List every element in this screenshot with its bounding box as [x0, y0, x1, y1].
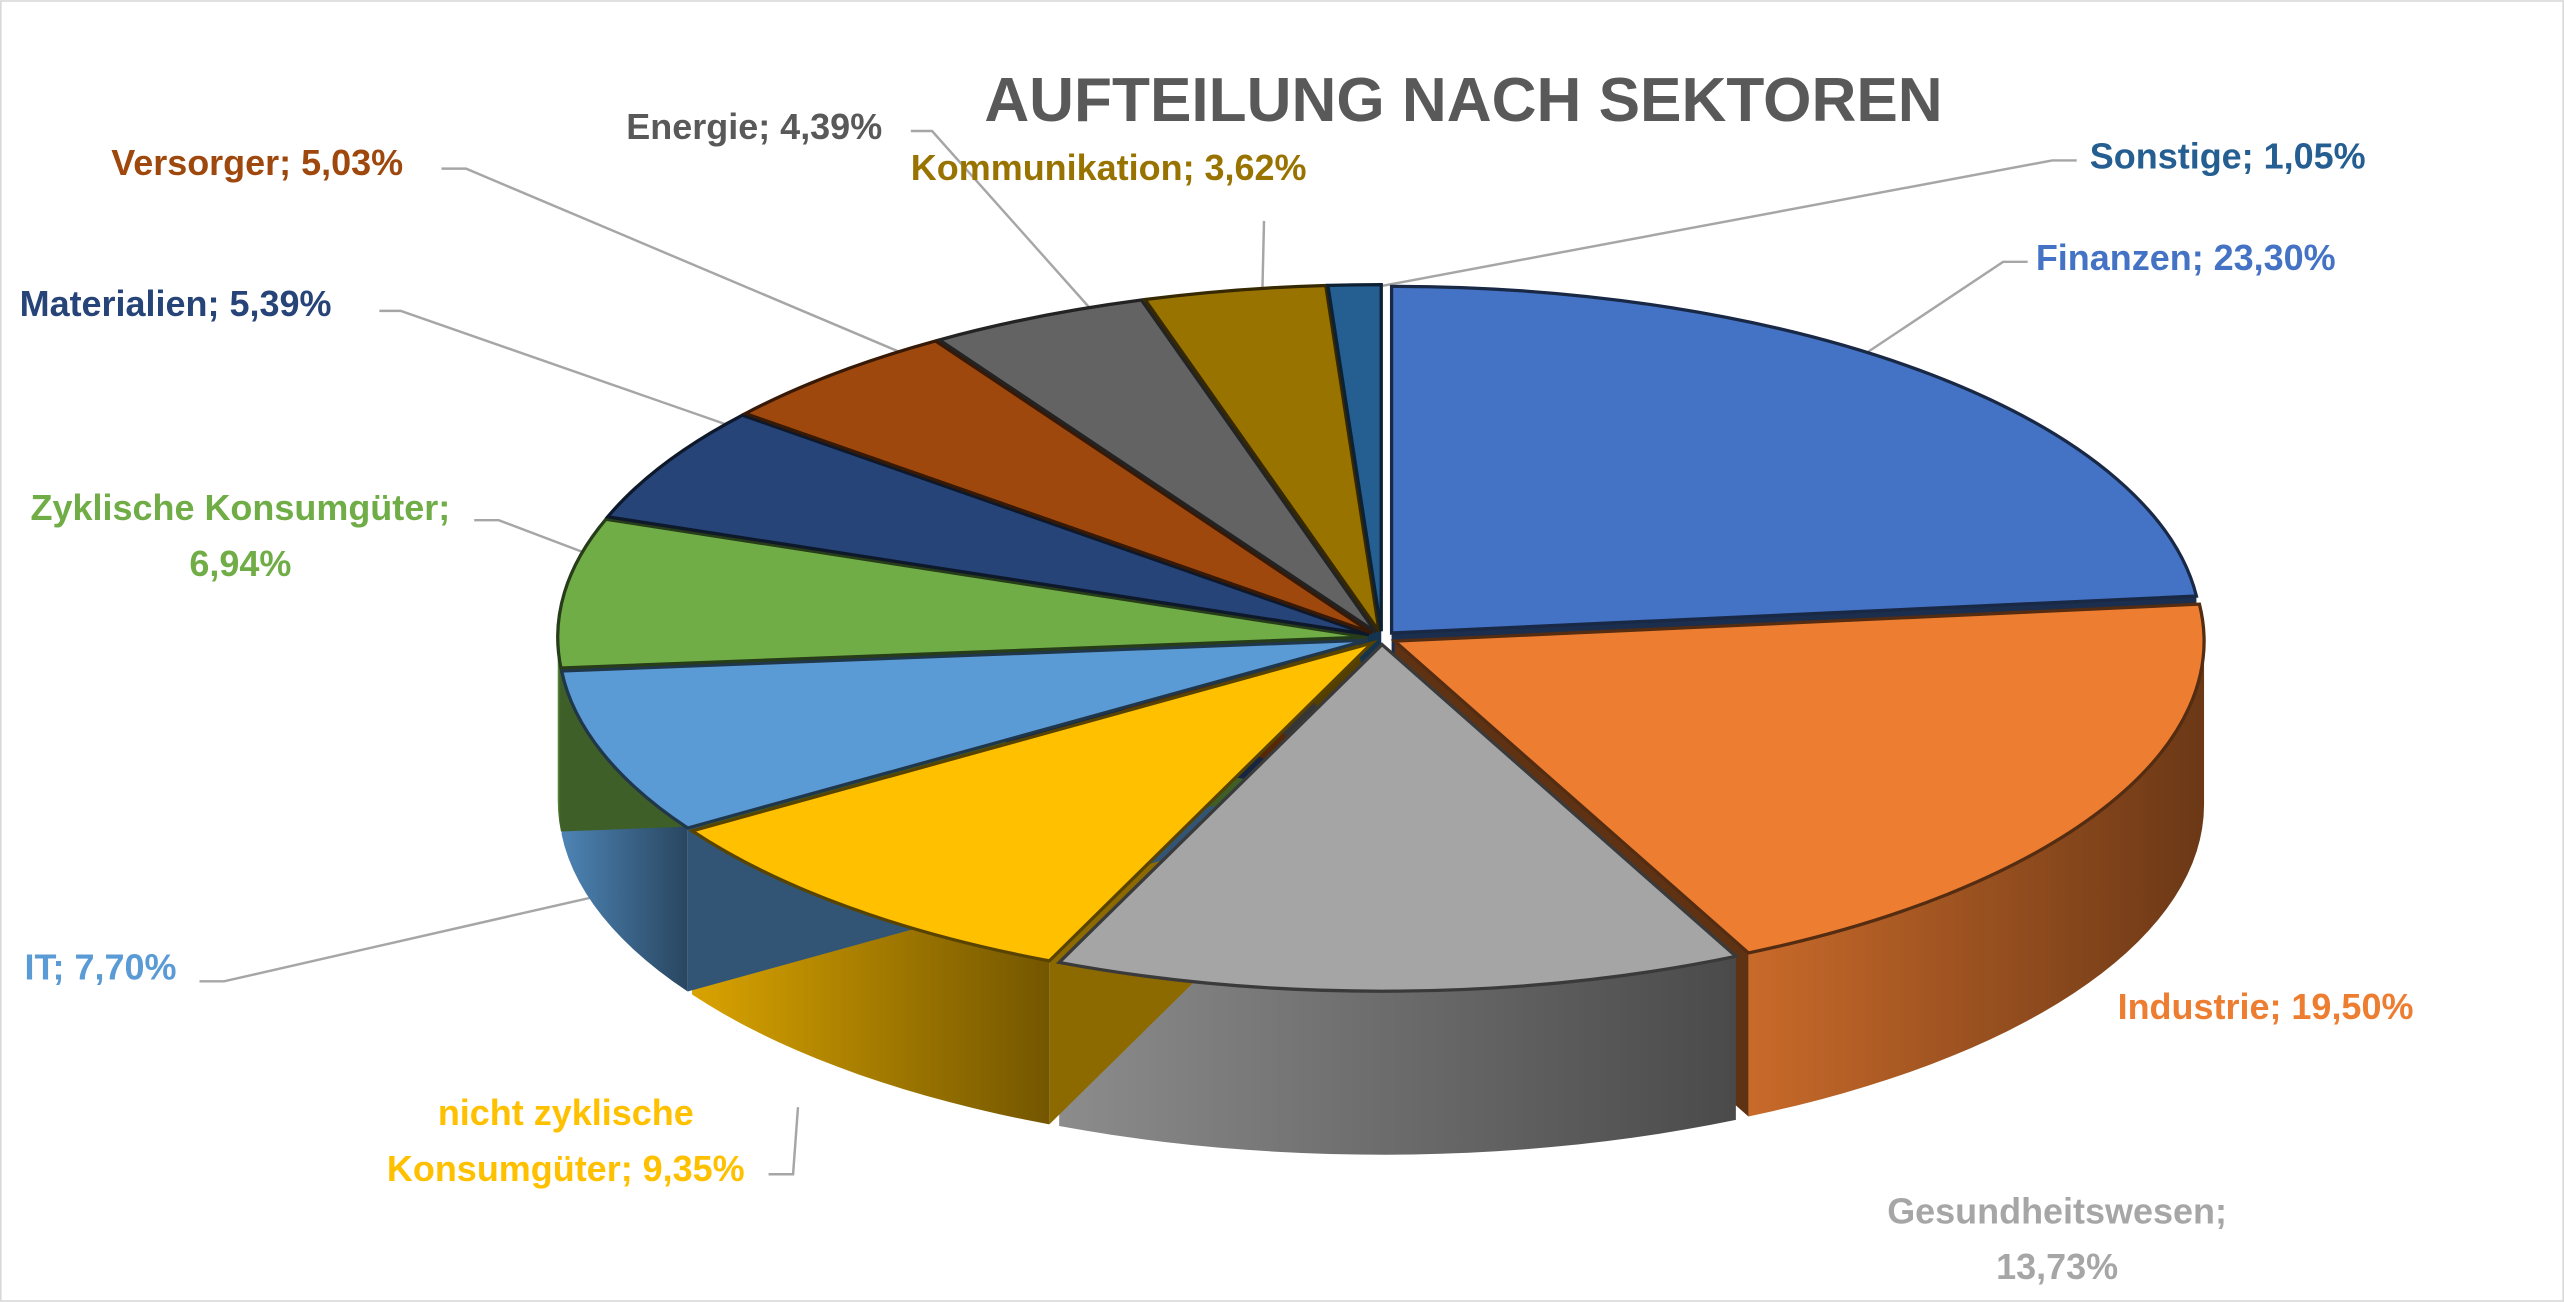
- leader-line: [379, 309, 753, 435]
- slice-materialien[interactable]: [604, 413, 1370, 637]
- data-label: Versorger; 5,03%: [111, 142, 403, 183]
- leader-lines: [199, 129, 2077, 1176]
- slice-finanzen[interactable]: [1389, 284, 2199, 635]
- data-label: Zyklische Konsumgüter;: [31, 487, 451, 528]
- data-label: nicht zyklische: [438, 1092, 694, 1133]
- slice-zyklische-konsumg-ter[interactable]: [556, 517, 1368, 670]
- slice-side-industrie: [1748, 641, 2205, 1117]
- data-label: IT; 7,70%: [25, 947, 177, 988]
- leader-line: [474, 518, 595, 558]
- slice-industrie[interactable]: [1390, 602, 2206, 955]
- data-label: 13,73%: [1996, 1246, 2118, 1287]
- data-label: Finanzen; 23,30%: [2036, 237, 2336, 278]
- leader-line: [1860, 260, 2028, 358]
- data-label: Sonstige; 1,05%: [2090, 136, 2366, 177]
- leader-line: [768, 1107, 800, 1176]
- leader-line: [1361, 159, 2077, 291]
- data-label: Konsumgüter; 9,35%: [387, 1148, 745, 1189]
- leader-line: [910, 129, 1094, 312]
- data-label: Materialien; 5,39%: [20, 283, 332, 324]
- slice-nicht-zyklische-konsumg-ter[interactable]: [688, 639, 1378, 963]
- slice-side-zyklische-konsumg-ter: [557, 637, 561, 832]
- chart-title: AUFTEILUNG NACH SEKTOREN: [984, 66, 1942, 135]
- data-label: Industrie; 19,50%: [2118, 986, 2414, 1027]
- slice-sonstige[interactable]: [1326, 283, 1383, 632]
- slice-gesundheitswesen[interactable]: [1055, 642, 1740, 993]
- slice-tops: [556, 283, 2206, 993]
- slice-side-gesundheitswesen: [1059, 956, 1736, 1155]
- data-label: 6,94%: [189, 543, 291, 584]
- data-label: Energie; 4,39%: [626, 106, 882, 147]
- data-label: Gesundheitswesen;: [1887, 1190, 2227, 1231]
- data-label: Kommunikation; 3,62%: [911, 147, 1307, 188]
- slice-it[interactable]: [559, 638, 1369, 830]
- leader-line: [199, 895, 598, 983]
- data-labels: Finanzen; 23,30% Industrie; 19,50% Gesundh…: [20, 106, 2414, 1287]
- slice-energie[interactable]: [935, 298, 1377, 634]
- slice-versorger[interactable]: [741, 339, 1373, 635]
- slice-kommunikation[interactable]: [1142, 283, 1381, 633]
- leader-line: [1261, 220, 1266, 292]
- leader-line: [441, 167, 912, 358]
